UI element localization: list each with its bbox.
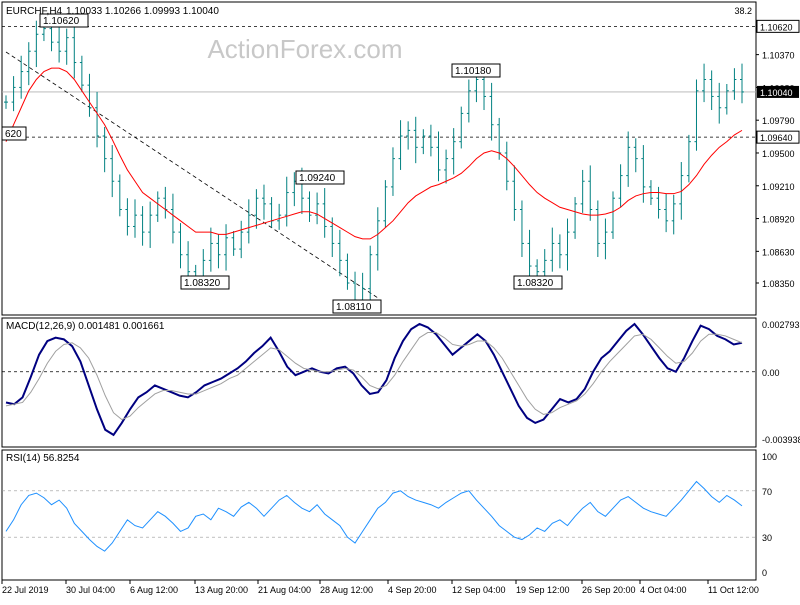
- annotation-box: [1, 126, 27, 141]
- macd-line: [5, 322, 743, 437]
- macd-panel-frame: [1, 317, 757, 448]
- x-tick-label: 11 Oct 12:00: [708, 585, 759, 595]
- current-price-tag: [757, 85, 799, 98]
- x-tick-label: 26 Sep 20:00: [582, 585, 636, 595]
- annotation-label: 1.08110: [336, 302, 372, 313]
- price-tick-label: 1.08920: [762, 215, 795, 225]
- annotation-box: [39, 13, 89, 28]
- price-tick-label: 1.09500: [762, 149, 795, 159]
- x-tick-label: 13 Aug 20:00: [195, 585, 248, 595]
- corner-value: 38.2: [734, 6, 752, 16]
- price-candles: [4, 17, 744, 312]
- annotation-box: [295, 170, 345, 185]
- price-tick-label: 1.08350: [762, 279, 795, 289]
- annotation-label: 1.08320: [517, 278, 554, 289]
- annotation-label: 620: [5, 129, 22, 140]
- x-tick-label: 28 Aug 12:00: [320, 585, 373, 595]
- rsi-line: [5, 480, 743, 552]
- macd-tick-label: -0.003938: [762, 435, 800, 445]
- trend-line: [5, 51, 379, 299]
- symbol-label: EURCHF,H4: [6, 6, 63, 17]
- annotation-label: 1.08320: [184, 278, 221, 289]
- level-tag-label: 1.10620: [760, 22, 793, 32]
- moving-average-line: [5, 67, 743, 240]
- price-tick-label: 1.09790: [762, 116, 795, 126]
- x-tick-label: 4 Oct 04:00: [640, 585, 687, 595]
- x-tick-label: 30 Jul 04:00: [66, 585, 115, 595]
- level-tag: [756, 130, 800, 144]
- annotation-label: 1.10620: [43, 16, 80, 27]
- annotation-box: [332, 299, 382, 314]
- rsi-panel-frame: [1, 449, 757, 581]
- annotation-label: 1.10180: [455, 66, 492, 77]
- level-tag-label: 1.09640: [760, 133, 793, 143]
- moving-average-path: [5, 67, 743, 240]
- rsi-tick-label: 0: [762, 568, 767, 578]
- x-tick-label: 12 Sep 04:00: [452, 585, 506, 595]
- x-tick-label: 4 Sep 20:00: [388, 585, 437, 595]
- price-tick-label: 1.09210: [762, 182, 795, 192]
- macd-tick-label: 0.002793: [762, 320, 800, 330]
- rsi-tick-label: 100: [762, 452, 777, 462]
- annotation-label: 1.09240: [299, 173, 336, 184]
- annotation-box: [180, 275, 230, 290]
- macd-label: MACD(12,26,9) 0.001481 0.001661: [6, 321, 165, 332]
- level-tag: [756, 19, 800, 33]
- x-tick-label: 21 Aug 04:00: [258, 585, 311, 595]
- price-tick-label: 1.08630: [762, 247, 795, 257]
- watermark: ActionForex.com: [207, 34, 402, 64]
- ohlc-readout: 1.10033 1.10266 1.09993 1.10040: [66, 6, 219, 17]
- rsi-label: RSI(14) 56.8254: [6, 453, 80, 464]
- price-tick-label: 1.10370: [762, 51, 795, 61]
- x-tick-label: 22 Jul 2019: [2, 585, 49, 595]
- macd-tick-label: 0.00: [762, 368, 780, 378]
- x-tick-label: 19 Sep 12:00: [516, 585, 570, 595]
- main-panel-frame: [1, 1, 757, 316]
- annotation-box: [513, 275, 563, 290]
- x-tick-label: 6 Aug 12:00: [130, 585, 178, 595]
- signal-line: [5, 332, 743, 421]
- current-price-label: 1.10040: [760, 88, 793, 98]
- annotation-box: [451, 63, 501, 78]
- rsi-tick-label: 70: [762, 487, 772, 497]
- rsi-tick-label: 30: [762, 533, 772, 543]
